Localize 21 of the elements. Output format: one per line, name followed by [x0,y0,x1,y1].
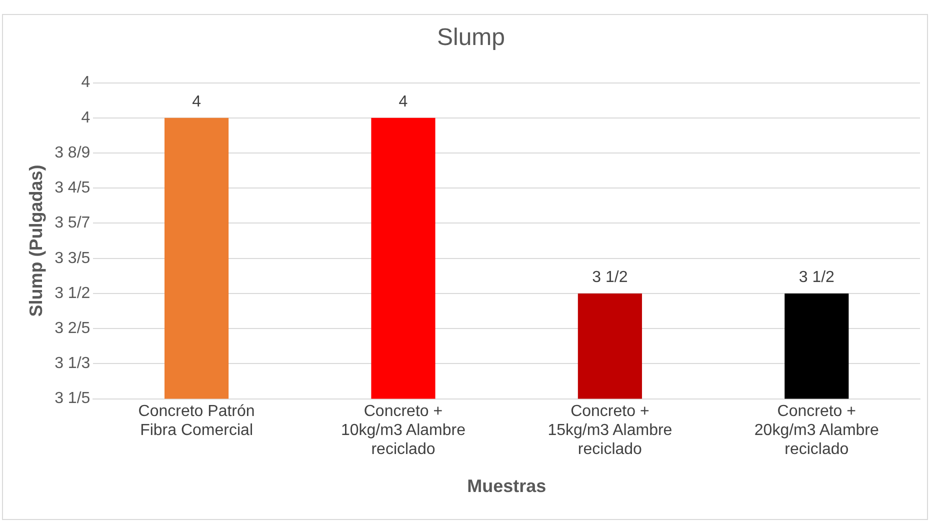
y-tick-label: 3 4/5 [54,180,90,197]
y-tick-label: 4 [81,109,90,126]
x-tick-label: Concreto + 20kg/m3 Alambre reciclado [754,402,879,458]
chart-title: Slump [436,24,506,52]
y-tick-label: 3 2/5 [54,320,90,337]
y-tick-label: 3 1/5 [54,390,90,408]
y-tick-label: 4 [81,74,90,92]
y-tick-label: 3 8/9 [54,144,90,162]
data-label: 4 [192,93,202,110]
y-tick-label: 3 1/2 [54,284,90,302]
x-axis-title: Muestras [467,476,546,496]
x-tick-label: Concreto + 10kg/m3 Alambre reciclado [340,402,466,458]
y-tick-label: 3 3/5 [54,250,90,267]
data-label: 3 1/2 [592,268,628,286]
y-axis-title: Slump (Pulgadas) [26,164,46,317]
data-label: 4 [398,93,408,110]
y-tick-label: 3 5/7 [54,214,90,232]
x-tick-label: Concreto + 15kg/m3 Alambre reciclado [548,402,672,458]
data-label: 3 1/2 [798,268,835,286]
y-tick-label: 3 1/3 [54,355,90,372]
x-tick-label: Concreto Patrón Fibra Comercial [138,402,255,440]
